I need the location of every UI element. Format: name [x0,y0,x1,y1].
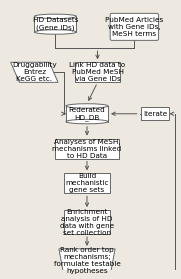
Text: Federated
HD_DB: Federated HD_DB [69,107,105,121]
Text: Analyses of MeSH,
mechanisms linked
to HD Data: Analyses of MeSH, mechanisms linked to H… [52,139,122,158]
Polygon shape [11,62,58,82]
Bar [55,138,119,158]
Text: Iterate: Iterate [143,111,168,117]
Ellipse shape [34,30,76,34]
Bar [64,173,110,193]
Bar [141,107,169,120]
Polygon shape [59,249,115,273]
FancyBboxPatch shape [110,13,159,40]
Ellipse shape [66,104,108,108]
Ellipse shape [66,119,108,124]
Text: HD Datasets
(Gene IDs): HD Datasets (Gene IDs) [33,17,78,31]
Text: Druggability
Entrez
KeGG etc.: Druggability Entrez KeGG etc. [12,62,57,82]
Text: PubMed Articles
with Gene IDs,
MeSH terms: PubMed Articles with Gene IDs, MeSH term… [105,17,163,37]
Text: Link HD data to
PubMed MeSH
via Gene IDs: Link HD data to PubMed MeSH via Gene IDs [70,62,126,82]
Ellipse shape [34,14,76,19]
Bar [66,106,108,122]
Text: Build
mechanistic
gene sets: Build mechanistic gene sets [65,173,109,193]
Bar [64,210,110,234]
Bar [34,16,76,32]
Bar [75,62,120,82]
Text: Rank order top
mechanisms;
formulate testable
hypotheses: Rank order top mechanisms; formulate tes… [54,247,120,274]
Text: Enrichment
analysis of HD
data with gene
set collection: Enrichment analysis of HD data with gene… [60,209,114,235]
